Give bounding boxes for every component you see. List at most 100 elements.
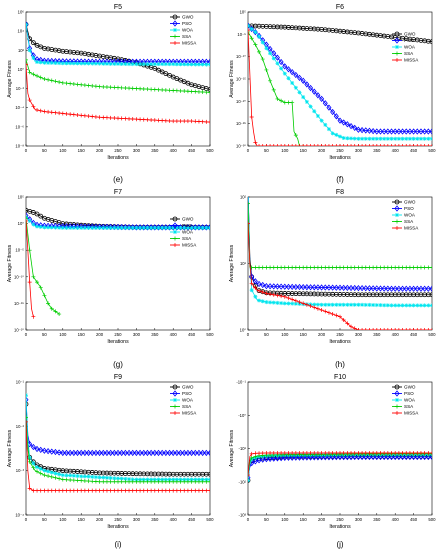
point-gwo (152, 66, 158, 71)
point-woa (42, 225, 47, 230)
point-missa (326, 144, 331, 146)
point-pso (278, 58, 284, 66)
point-missa (60, 488, 65, 493)
point-woa (418, 136, 423, 141)
point-ssa (334, 265, 339, 270)
point-pso (396, 285, 402, 292)
point-ssa (42, 293, 47, 298)
point-pso (38, 446, 44, 453)
point-ssa (75, 478, 80, 483)
point-missa (338, 451, 342, 456)
point-pso (246, 181, 250, 186)
point-missa (411, 451, 416, 456)
point-pso (414, 128, 420, 135)
point-pso (45, 448, 51, 455)
point-missa (407, 144, 412, 146)
point-ssa (141, 86, 146, 91)
point-woa (152, 477, 157, 482)
y-tick-label: 10⁻³⁰ (236, 144, 246, 149)
point-woa (49, 225, 54, 230)
point-woa (275, 300, 280, 305)
point-woa (422, 136, 427, 141)
point-woa (82, 225, 87, 230)
x-tick-label: 200 (318, 517, 326, 522)
point-missa (108, 115, 113, 120)
point-woa (171, 62, 176, 67)
point-woa (127, 62, 132, 67)
point-pso (82, 449, 88, 457)
point-ssa (360, 265, 365, 270)
point-ssa (382, 265, 387, 270)
point-woa (57, 225, 62, 230)
point-missa (90, 114, 95, 119)
point-missa (112, 116, 117, 121)
point-woa (119, 476, 124, 481)
point-missa (279, 451, 284, 456)
point-woa (171, 477, 176, 482)
x-tick-label: 0 (247, 148, 250, 153)
chart-title: F5 (114, 4, 122, 11)
point-gwo (207, 471, 210, 477)
point-pso (337, 284, 343, 291)
x-tick-label: 250 (336, 148, 344, 153)
point-missa (93, 114, 98, 119)
point-pso (315, 92, 321, 99)
point-ssa (53, 309, 58, 314)
point-pso (326, 104, 332, 111)
point-pso (322, 284, 328, 291)
point-woa (411, 136, 416, 141)
point-missa (371, 328, 376, 330)
point-ssa (260, 57, 265, 62)
point-gwo (38, 213, 44, 219)
point-woa (163, 477, 168, 482)
point-missa (345, 321, 350, 326)
x-tick-label: 50 (264, 148, 269, 153)
point-pso (41, 447, 47, 454)
point-ssa (163, 88, 168, 93)
point-gwo (30, 40, 36, 46)
point-woa (290, 80, 295, 85)
point-pso (385, 128, 391, 135)
point-pso (274, 455, 280, 462)
point-woa (68, 225, 73, 230)
point-woa (411, 303, 416, 308)
point-woa (356, 302, 361, 307)
point-pso (278, 454, 284, 462)
point-ssa (64, 477, 69, 482)
point-missa (145, 117, 150, 122)
point-ssa (282, 100, 287, 105)
point-woa (189, 477, 194, 482)
point-ssa (185, 479, 190, 484)
point-missa (404, 328, 409, 330)
point-missa (27, 98, 32, 103)
x-axis-label: Iterations (107, 155, 129, 161)
point-ssa (293, 133, 298, 138)
point-woa (282, 301, 287, 306)
point-missa (145, 488, 150, 493)
point-missa (119, 488, 124, 493)
point-ssa (57, 476, 62, 481)
point-pso (308, 84, 314, 92)
point-woa (116, 61, 120, 66)
panel-caption: (f) (336, 175, 344, 184)
point-woa (101, 61, 106, 66)
legend-marker-woa (173, 398, 177, 402)
point-ssa (430, 451, 432, 456)
point-ssa (338, 265, 342, 270)
point-ssa (64, 81, 69, 86)
x-tick-label: 100 (281, 332, 289, 337)
x-tick-label: 200 (318, 148, 326, 153)
point-ssa (257, 265, 262, 270)
point-missa (330, 451, 335, 456)
point-ssa (149, 479, 154, 484)
point-missa (349, 324, 354, 329)
point-ssa (208, 90, 210, 95)
legend-label-pso: PSO (182, 223, 192, 228)
point-pso (271, 283, 277, 290)
x-tick-label: 500 (206, 148, 214, 153)
point-missa (363, 144, 368, 146)
point-woa (42, 60, 47, 65)
point-woa (301, 95, 306, 100)
point-pso (366, 127, 372, 134)
point-pso (366, 285, 372, 292)
